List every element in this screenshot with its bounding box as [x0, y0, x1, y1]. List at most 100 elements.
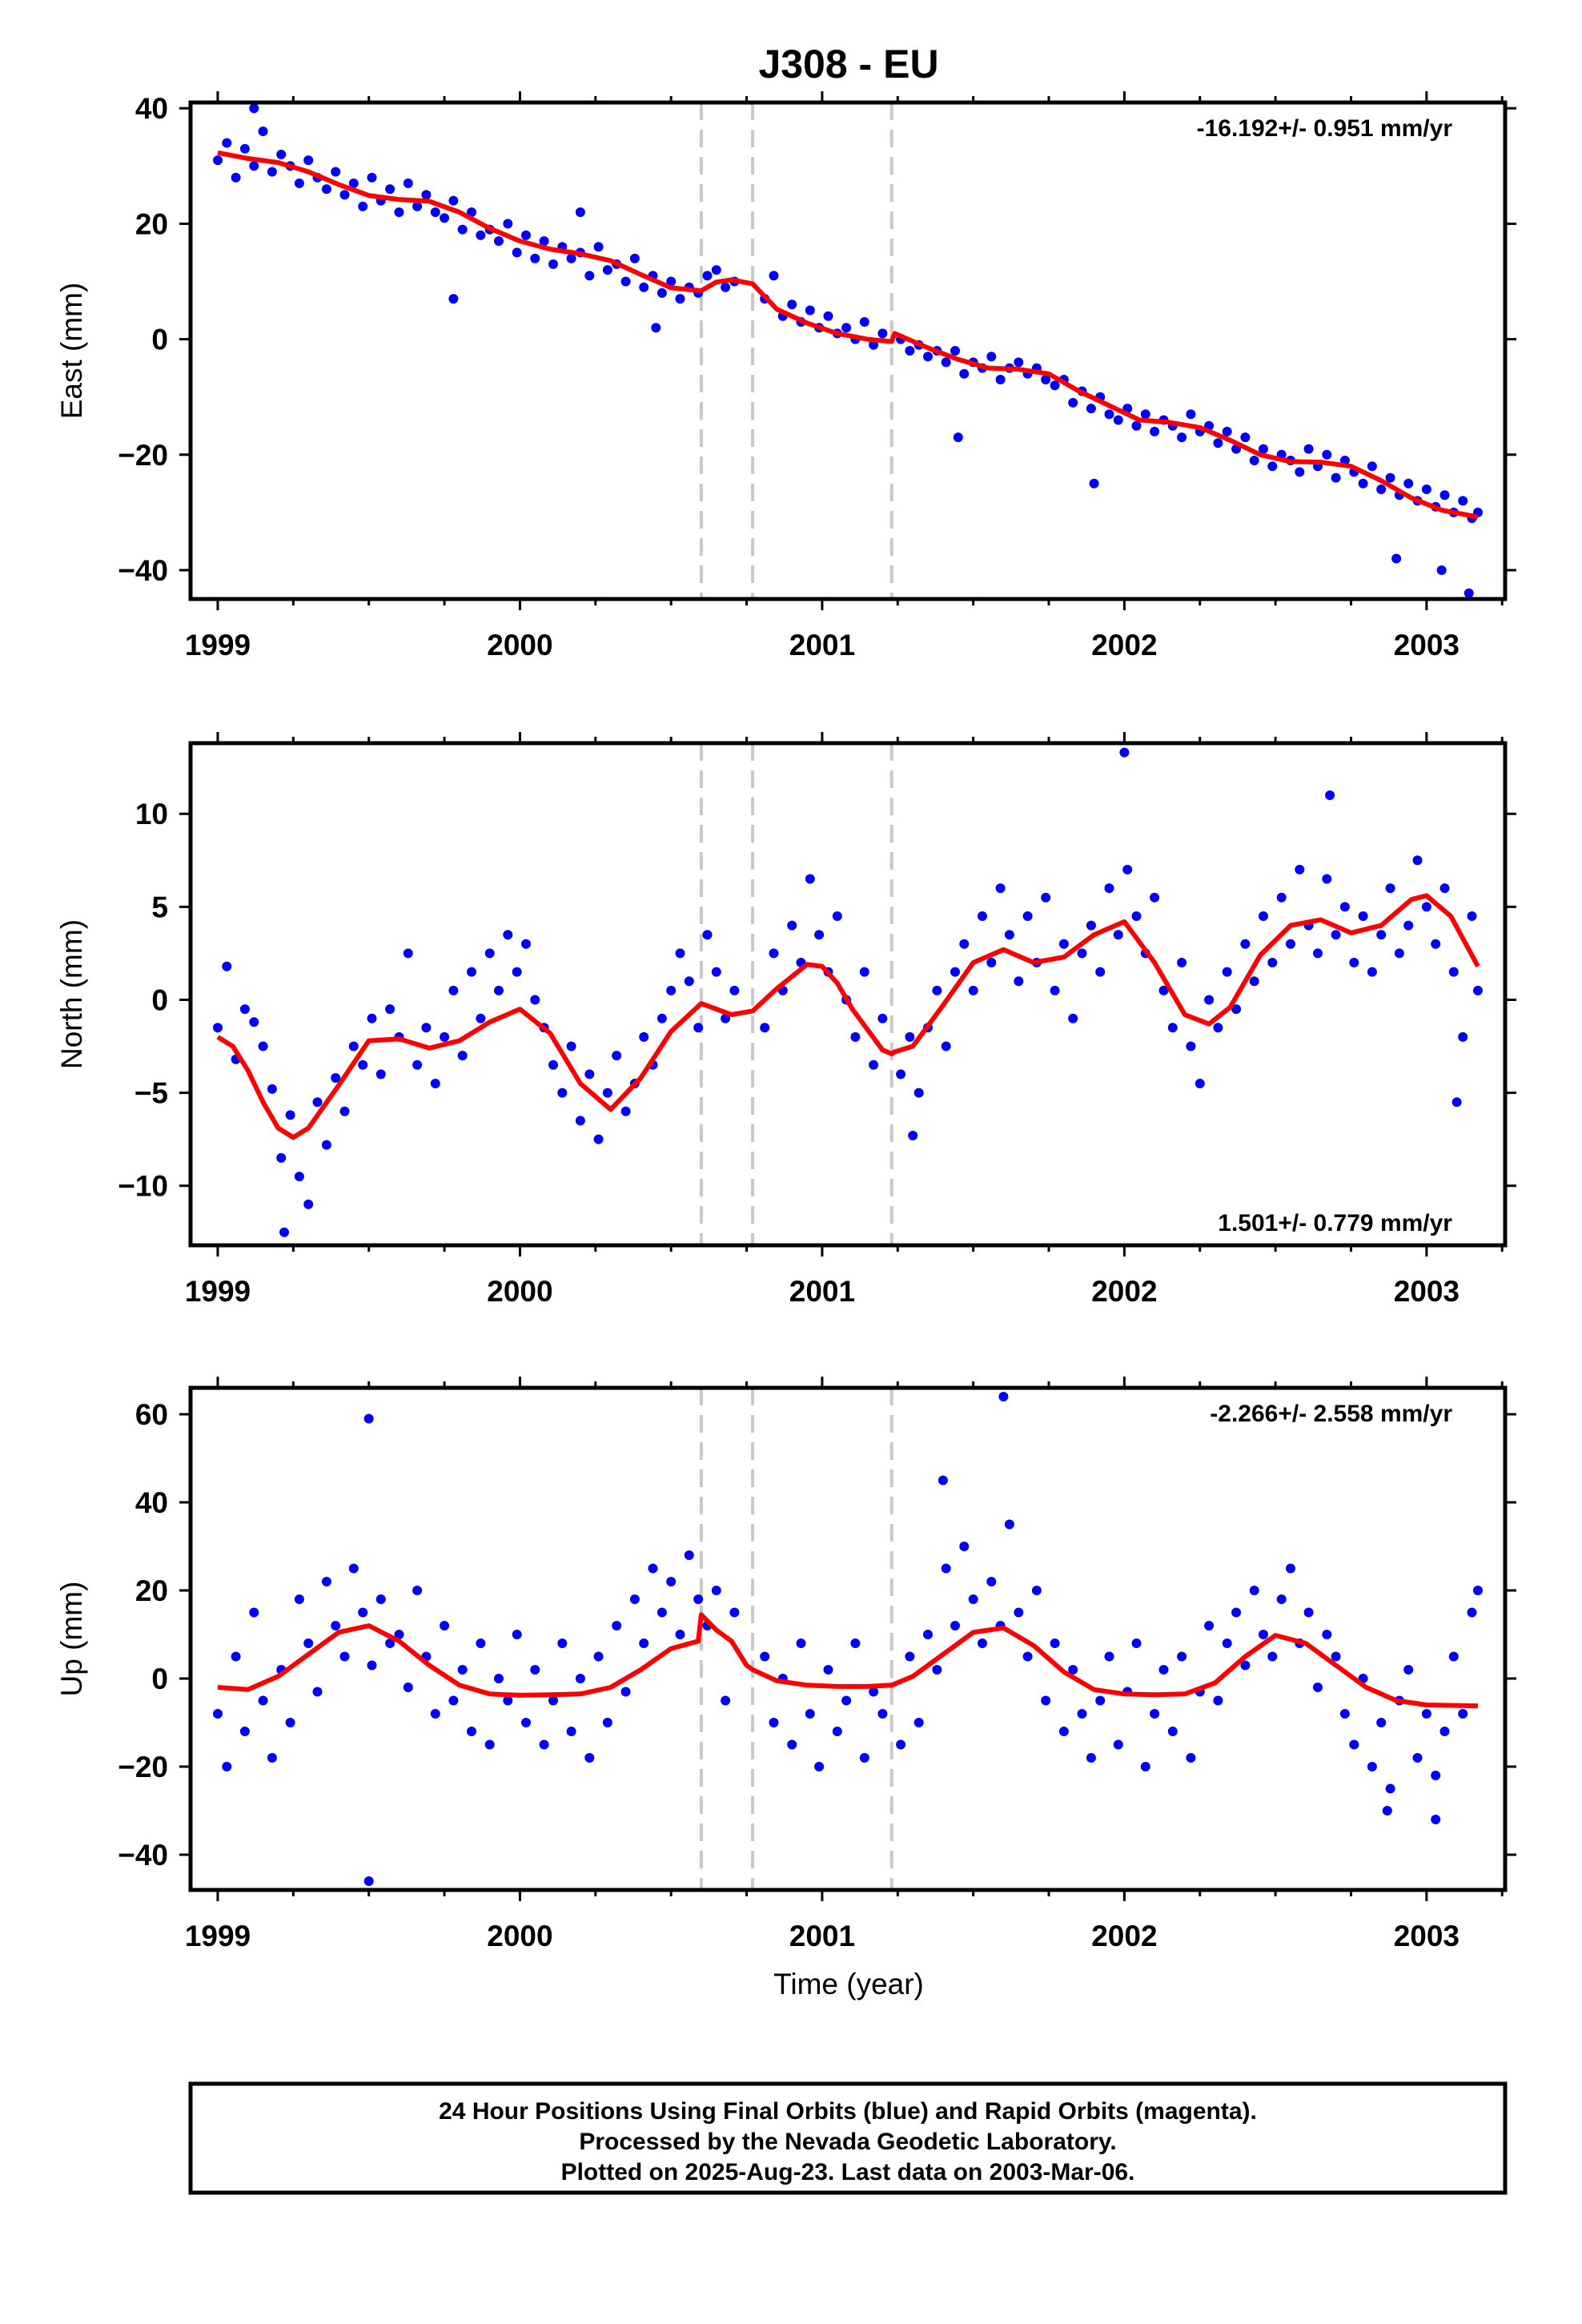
x-tick-label: 2001 — [789, 629, 855, 661]
data-point — [1095, 1695, 1106, 1706]
data-point — [440, 1621, 450, 1630]
y-tick-label: −40 — [118, 554, 168, 587]
data-point — [1131, 911, 1142, 921]
data-point — [548, 1059, 558, 1070]
data-point — [620, 1687, 631, 1697]
data-point — [1403, 920, 1414, 931]
data-point — [294, 1172, 304, 1182]
data-point — [1421, 902, 1431, 912]
data-point — [938, 1475, 948, 1486]
data-point — [1259, 444, 1268, 454]
x-tick-label: 2000 — [487, 1275, 552, 1308]
data-point — [1068, 1665, 1078, 1675]
model-curve — [217, 150, 1479, 520]
data-point — [239, 1727, 250, 1736]
data-point — [239, 143, 250, 154]
data-point — [986, 1577, 997, 1586]
data-point — [512, 1630, 522, 1639]
data-point — [787, 300, 797, 310]
data-point — [530, 1665, 540, 1675]
data-point — [823, 311, 833, 321]
data-point — [1349, 1739, 1359, 1750]
data-point — [1195, 1079, 1205, 1088]
data-point — [448, 985, 459, 995]
data-point — [1412, 855, 1423, 866]
data-point — [363, 1413, 374, 1424]
data-point — [539, 236, 549, 246]
y-tick-label: 5 — [151, 891, 168, 923]
data-point — [1131, 420, 1142, 431]
data-point — [1122, 864, 1133, 875]
data-point — [1331, 930, 1341, 940]
data-point — [796, 1638, 806, 1648]
data-point — [602, 1718, 612, 1727]
data-point — [1222, 967, 1232, 977]
data-point — [823, 1665, 833, 1675]
data-point — [1140, 409, 1150, 420]
plot-frame — [188, 1385, 1508, 1892]
data-point — [394, 207, 404, 217]
data-point — [503, 1695, 513, 1706]
data-point — [941, 1563, 951, 1574]
data-point — [1385, 883, 1395, 894]
data-point — [1089, 478, 1099, 489]
data-point — [367, 172, 377, 183]
data-point — [1050, 1638, 1060, 1648]
data-point — [639, 282, 649, 292]
x-tick-label: 2003 — [1394, 1920, 1460, 1952]
data-point — [1439, 1727, 1450, 1736]
data-point — [950, 346, 960, 356]
data-point — [1150, 892, 1160, 903]
data-point — [358, 201, 368, 211]
data-point — [1213, 438, 1223, 448]
data-point — [321, 1140, 331, 1150]
data-point — [913, 1718, 924, 1727]
data-point — [787, 920, 797, 931]
data-point — [769, 271, 779, 281]
data-point — [877, 1709, 888, 1719]
data-point — [503, 930, 513, 940]
data-point — [1249, 456, 1259, 465]
rate-label: -16.192+/- 0.951 mm/yr — [1197, 115, 1453, 142]
data-point — [385, 1004, 396, 1015]
data-point — [222, 1762, 232, 1771]
data-point — [1050, 380, 1060, 391]
data-point — [1095, 967, 1106, 977]
data-point — [530, 253, 540, 263]
y-tick-label: −5 — [135, 1077, 168, 1110]
data-point — [1267, 958, 1278, 967]
data-point — [285, 1110, 295, 1120]
north-panel: 1999 2000 2001 2002 2003 −10 −5 0 5 10 North (mm) 1… — [55, 732, 1516, 1308]
data-point — [869, 340, 879, 350]
data-point — [1448, 1651, 1459, 1662]
data-point — [859, 317, 869, 327]
data-point — [675, 294, 685, 304]
data-point — [448, 294, 459, 304]
data-point — [1014, 1607, 1024, 1618]
data-point — [1367, 967, 1377, 977]
data-point — [986, 958, 997, 967]
data-point — [348, 178, 359, 188]
data-point — [1177, 432, 1187, 443]
x-tick-label: 1999 — [185, 1920, 251, 1952]
data-point — [1150, 426, 1160, 436]
data-point — [721, 1695, 731, 1706]
y-tick-label: −40 — [118, 1839, 168, 1872]
data-point — [923, 352, 933, 362]
x-tick-label: 2002 — [1091, 629, 1157, 661]
data-point — [769, 948, 779, 959]
data-point — [375, 1594, 386, 1604]
data-point — [869, 1687, 879, 1697]
data-point — [593, 1134, 604, 1144]
data-point — [1276, 1594, 1287, 1604]
data-point — [1213, 1695, 1223, 1706]
data-point — [896, 1069, 906, 1080]
data-point — [1177, 1651, 1187, 1662]
data-point — [294, 178, 304, 188]
data-point — [841, 323, 852, 333]
data-point — [841, 1695, 852, 1706]
data-point — [1140, 1762, 1150, 1771]
data-point — [1452, 1097, 1462, 1108]
x-tick-label: 2000 — [487, 1920, 552, 1952]
data-point — [575, 1116, 585, 1126]
